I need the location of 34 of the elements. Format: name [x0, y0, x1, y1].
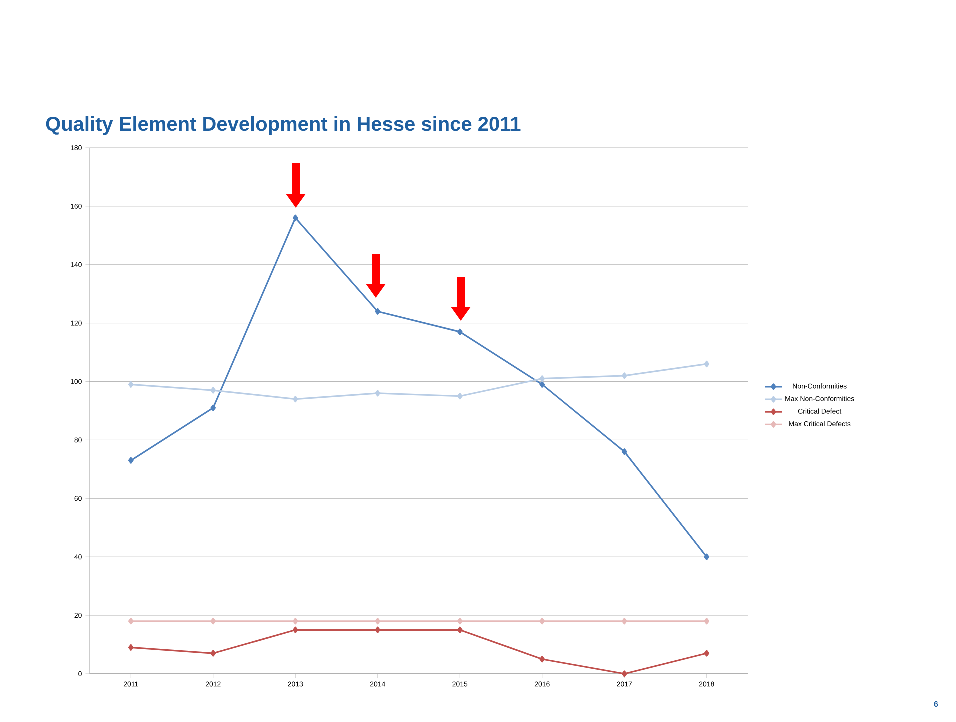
point [457, 328, 463, 336]
point [375, 618, 381, 625]
point [292, 626, 298, 634]
point [540, 618, 546, 625]
point [210, 387, 216, 394]
point [704, 554, 710, 560]
point [375, 626, 381, 634]
point [292, 396, 298, 403]
point [540, 656, 546, 663]
point [704, 618, 710, 625]
point [622, 670, 628, 678]
point [375, 390, 381, 397]
point [292, 214, 298, 222]
point [375, 308, 381, 315]
point [292, 618, 298, 625]
point [210, 618, 216, 625]
point [210, 650, 216, 657]
text: 6 [934, 701, 938, 708]
point [128, 644, 134, 651]
point [704, 360, 710, 368]
point [540, 376, 546, 382]
chart-title: Quality Element Development in Hesse since 2011 [46, 116, 521, 136]
point [457, 626, 463, 634]
point [457, 393, 463, 400]
point [128, 381, 134, 388]
point [704, 650, 710, 657]
point [622, 618, 628, 625]
point [457, 618, 463, 625]
point [622, 372, 628, 380]
point [128, 457, 134, 464]
point [210, 404, 216, 412]
point [622, 448, 628, 456]
point [128, 618, 134, 625]
point [540, 381, 546, 388]
